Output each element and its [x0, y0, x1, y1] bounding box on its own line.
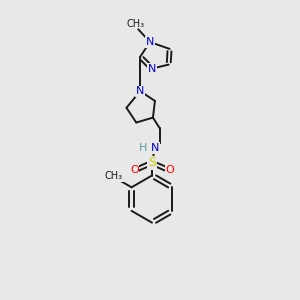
Text: N: N [148, 64, 156, 74]
Text: N: N [136, 86, 144, 96]
Text: CH₃: CH₃ [105, 172, 123, 182]
Text: H: H [139, 143, 147, 153]
Text: N: N [151, 143, 159, 153]
Text: N: N [146, 37, 154, 47]
Text: CH₃: CH₃ [126, 20, 144, 29]
Text: S: S [148, 156, 156, 169]
Text: O: O [130, 165, 139, 175]
Text: O: O [165, 165, 174, 175]
